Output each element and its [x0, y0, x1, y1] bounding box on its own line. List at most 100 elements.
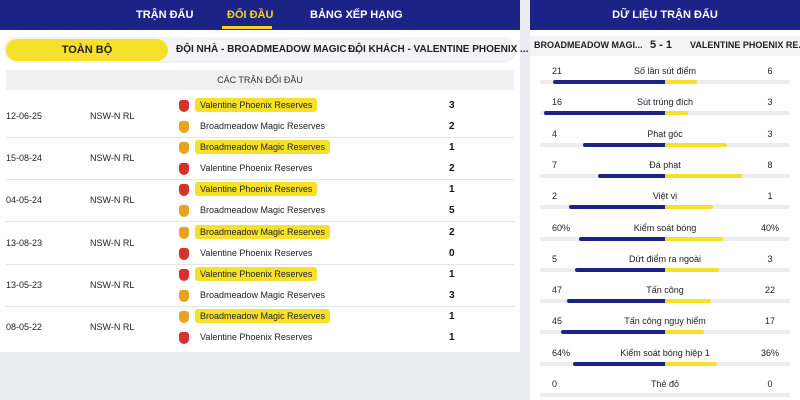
row-divider	[6, 137, 514, 138]
score: 1	[449, 332, 455, 343]
score: 3	[449, 289, 455, 301]
stat-home-bar	[582, 142, 665, 147]
league: NSW-N RL	[90, 237, 135, 248]
away-team-name: Valentine Phoenix Reserves	[200, 247, 313, 258]
away-team-name: Broadmeadow Magic Reserves	[200, 121, 326, 131]
away-team-name: Valentine Phoenix Reserves	[200, 163, 313, 174]
team-logo	[179, 205, 189, 218]
stat-label: Việt vị	[652, 191, 678, 202]
stat-home: 0	[552, 379, 558, 389]
score: 1	[449, 142, 455, 154]
stat-away-bar	[665, 267, 719, 272]
filter-home[interactable]: ĐỘI NHÀ - BROADMEADOW MAGIC ...	[176, 44, 358, 55]
stat-away: 3	[767, 253, 773, 264]
away-team-name: Broadmeadow Magic Reserves	[200, 289, 326, 300]
score: 2	[449, 163, 455, 175]
stat-home-bar	[573, 361, 665, 366]
match-date: 12-06-25	[6, 111, 43, 121]
team-logo	[179, 268, 189, 281]
stat-away-bar	[665, 173, 742, 178]
home-team-name: Valentine Phoenix Reserves	[195, 182, 318, 197]
score: 3	[449, 100, 455, 111]
stat-home: 60%	[552, 222, 571, 233]
stat-label: Phạt góc	[647, 128, 683, 139]
score: 0	[449, 247, 455, 259]
stat-label: Tấn công	[646, 285, 684, 296]
away-team: VALENTINE PHOENIX RE...	[690, 40, 800, 50]
stat-label: Kiểm soát bóng	[633, 222, 697, 233]
stat-home: 2	[552, 191, 558, 202]
stat-away: 3	[767, 97, 773, 108]
league: NSW-N RL	[90, 195, 135, 206]
stats-team-bar	[530, 36, 800, 56]
tab[interactable]: BẢNG XẾP HẠNG	[310, 9, 403, 21]
league: NSW-N RL	[90, 111, 135, 121]
row-divider	[6, 305, 514, 307]
home-team-name: Broadmeadow Magic Reserves	[195, 224, 331, 239]
filter-away[interactable]: ĐỘI KHÁCH - VALENTINE PHOENIX ...	[348, 44, 529, 55]
away-team-name: Valentine Phoenix Reserves	[200, 332, 313, 342]
stats-header: DỮ LIỆU TRẬN ĐẤU	[530, 0, 800, 30]
home-team-name: Valentine Phoenix Reserves	[195, 266, 318, 281]
home-team-name: Valentine Phoenix Reserves	[195, 98, 318, 112]
score: 5	[449, 205, 455, 217]
tab-underline	[222, 26, 272, 29]
row-divider	[6, 263, 514, 265]
stat-away: 17	[764, 316, 775, 327]
stat-home-bar	[575, 267, 665, 272]
stat-track	[540, 393, 790, 397]
filter-all[interactable]: TOÀN BỘ	[6, 39, 168, 61]
stat-label: Đá phạt	[649, 159, 681, 170]
match-date: 15-08-24	[6, 153, 43, 164]
stat-home-bar	[567, 299, 665, 304]
team-logo	[179, 289, 189, 302]
stat-away-bar	[665, 236, 723, 241]
stat-home: 45	[552, 316, 563, 327]
team-logo	[179, 163, 189, 176]
away-team-name: Broadmeadow Magic Reserves	[200, 205, 326, 216]
stat-home-bar	[578, 236, 665, 241]
stat-home-bar	[560, 330, 665, 335]
stat-label: Dứt điểm ra ngoài	[628, 253, 702, 264]
score: 2	[449, 121, 455, 132]
stat-away-bar	[665, 361, 717, 366]
stat-away-bar	[665, 330, 705, 335]
stat-away-bar	[665, 80, 697, 84]
stat-label: Sút trúng đích	[636, 97, 694, 108]
league: NSW-N RL	[90, 322, 135, 332]
score: 2	[449, 226, 455, 238]
stat-home-bar	[553, 80, 665, 84]
score: 1	[449, 184, 455, 196]
tab-bar: TRẬN ĐẤU ĐỐI ĐẦU BẢNG XẾP HẠNG	[0, 0, 520, 30]
tab[interactable]: TRẬN ĐẤU	[136, 9, 194, 21]
stat-label: Tấn công nguy hiểm	[624, 316, 706, 327]
team-logo	[179, 100, 189, 112]
home-team: BROADMEADOW MAGI...	[534, 40, 643, 50]
stat-away-bar	[665, 142, 727, 147]
team-logo	[179, 226, 189, 239]
stat-away: 22	[764, 285, 775, 296]
stat-home: 7	[552, 159, 558, 170]
stat-away: 0	[767, 379, 773, 389]
stat-label: Số lần sút điểm	[633, 66, 697, 76]
stat-away: 8	[767, 159, 773, 170]
team-logo	[179, 311, 189, 323]
match-date: 13-08-23	[6, 237, 43, 248]
league: NSW-N RL	[90, 279, 135, 290]
tab-active[interactable]: ĐỐI ĐẦU	[227, 9, 274, 21]
match-date: 04-05-24	[6, 195, 43, 206]
section-title: CÁC TRẬN ĐỐI ĐẦU	[6, 70, 514, 90]
stat-home: 64%	[552, 347, 571, 358]
team-logo	[179, 332, 189, 344]
stat-home: 16	[552, 97, 563, 108]
final-score: 5 - 1	[650, 39, 673, 51]
stat-away: 1	[767, 191, 773, 202]
team-logo	[179, 121, 189, 133]
stat-away: 40%	[760, 222, 779, 233]
home-team-name: Broadmeadow Magic Reserves	[195, 140, 331, 155]
stat-home: 4	[552, 128, 558, 139]
stat-away: 3	[767, 128, 773, 139]
score: 1	[449, 311, 455, 322]
team-logo	[179, 184, 189, 197]
